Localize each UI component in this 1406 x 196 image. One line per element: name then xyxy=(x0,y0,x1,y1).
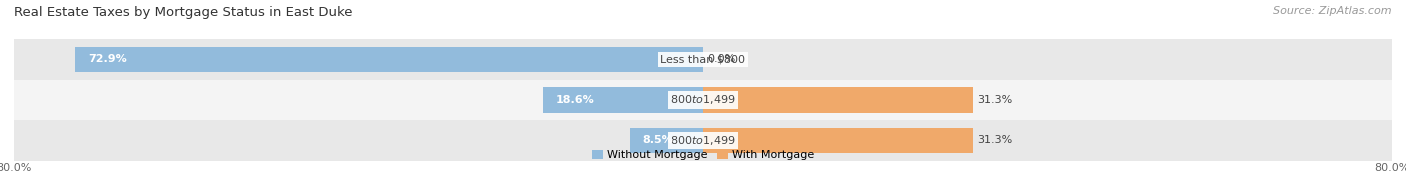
Bar xyxy=(14,39,1392,80)
Text: 72.9%: 72.9% xyxy=(89,54,127,64)
Text: Source: ZipAtlas.com: Source: ZipAtlas.com xyxy=(1274,6,1392,16)
Bar xyxy=(630,128,703,153)
Text: 18.6%: 18.6% xyxy=(555,95,595,105)
Bar xyxy=(703,128,973,153)
Text: 31.3%: 31.3% xyxy=(977,95,1012,105)
Text: 0.0%: 0.0% xyxy=(707,54,735,64)
Text: 31.3%: 31.3% xyxy=(977,135,1012,145)
Bar xyxy=(703,87,973,113)
Text: 8.5%: 8.5% xyxy=(643,135,673,145)
Bar xyxy=(543,87,703,113)
Text: Real Estate Taxes by Mortgage Status in East Duke: Real Estate Taxes by Mortgage Status in … xyxy=(14,6,353,19)
Legend: Without Mortgage, With Mortgage: Without Mortgage, With Mortgage xyxy=(588,146,818,165)
Text: $800 to $1,499: $800 to $1,499 xyxy=(671,134,735,147)
Text: $800 to $1,499: $800 to $1,499 xyxy=(671,93,735,106)
Bar xyxy=(14,120,1392,161)
Text: Less than $800: Less than $800 xyxy=(661,54,745,64)
Bar xyxy=(75,47,703,72)
Bar xyxy=(14,80,1392,120)
